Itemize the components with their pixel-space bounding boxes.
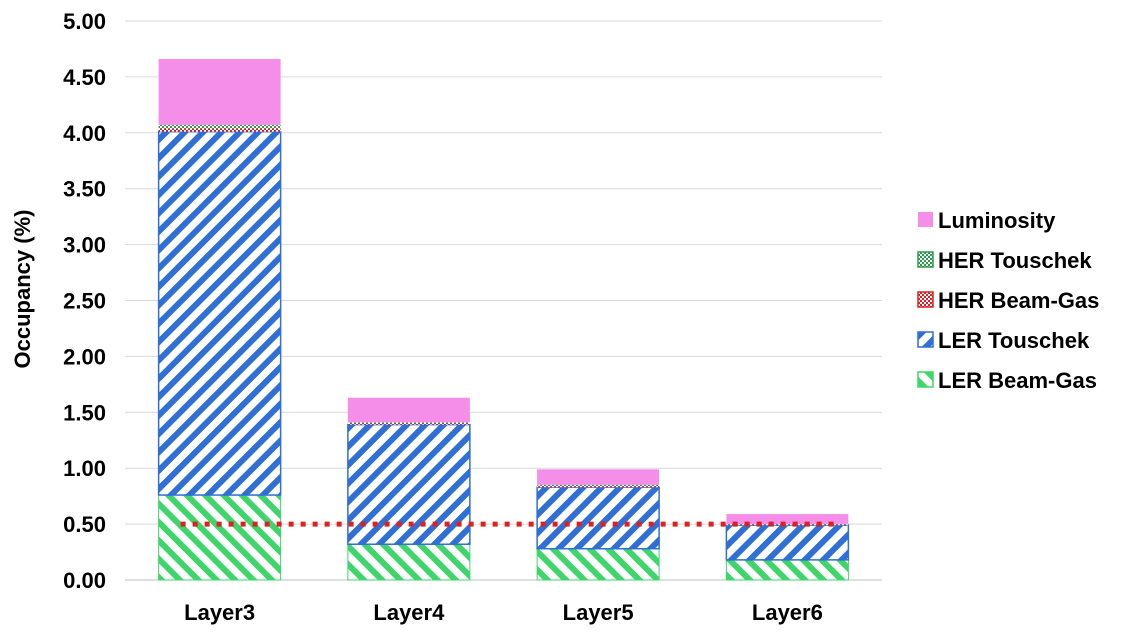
y-axis-title: Occupancy (%) [10,210,35,369]
bar-segment [726,514,849,525]
bar-segment [158,494,282,581]
y-tick-label: 1.00 [63,456,106,481]
legend-label: LER Beam-Gas [938,368,1097,393]
legend-swatch [917,371,934,388]
bar-segment [158,128,281,132]
bars [157,59,850,581]
legend-label: Luminosity [938,208,1056,233]
y-tick-label: 0.00 [63,568,106,593]
legend-swatch [917,251,934,268]
y-axis-ticks: 0.00 0.50 1.00 1.50 2.00 2.50 3.00 3.50 4.00 4.50… [63,9,106,593]
y-tick-label: 2.00 [63,344,106,369]
legend-swatch [918,212,933,227]
x-tick-label: Layer3 [184,600,255,625]
x-tick-label: Layer4 [373,600,445,625]
bar-segment [347,422,470,424]
bar-segment [726,524,849,526]
legend-swatch [917,331,934,348]
legend-label: LER Touschek [938,328,1090,353]
x-tick-label: Layer6 [752,600,823,625]
legend-label: HER Touschek [938,248,1092,273]
y-tick-label: 0.50 [63,512,106,537]
bar-segment [536,486,660,550]
legend-swatch [917,291,934,308]
legend: Luminosity HER Touschek HER Beam-Gas LER To… [917,208,1099,393]
bar-segment [347,397,470,423]
x-tick-label: Layer5 [563,600,634,625]
bar-segment [158,124,281,129]
y-tick-label: 3.50 [63,177,106,202]
bar-segment [537,469,660,485]
x-axis-ticks: Layer3 Layer4 Layer5 Layer6 [184,600,823,625]
y-tick-label: 5.00 [63,9,106,34]
bar-segment [537,486,660,488]
bar-segment [347,423,470,425]
bar-segment [536,548,660,581]
y-tick-label: 3.00 [63,233,106,258]
y-tick-label: 2.50 [63,289,106,314]
bar-segment [725,559,849,581]
y-tick-label: 1.50 [63,400,106,425]
y-tick-label: 4.00 [63,121,106,146]
bar-segment [726,524,849,525]
bar-segment [537,484,660,487]
bar-segment [157,130,282,496]
bar-segment [725,524,850,561]
legend-label: HER Beam-Gas [938,288,1099,313]
y-tick-label: 4.50 [63,65,106,90]
bar-segment [158,59,281,125]
bar-segment [347,543,471,581]
